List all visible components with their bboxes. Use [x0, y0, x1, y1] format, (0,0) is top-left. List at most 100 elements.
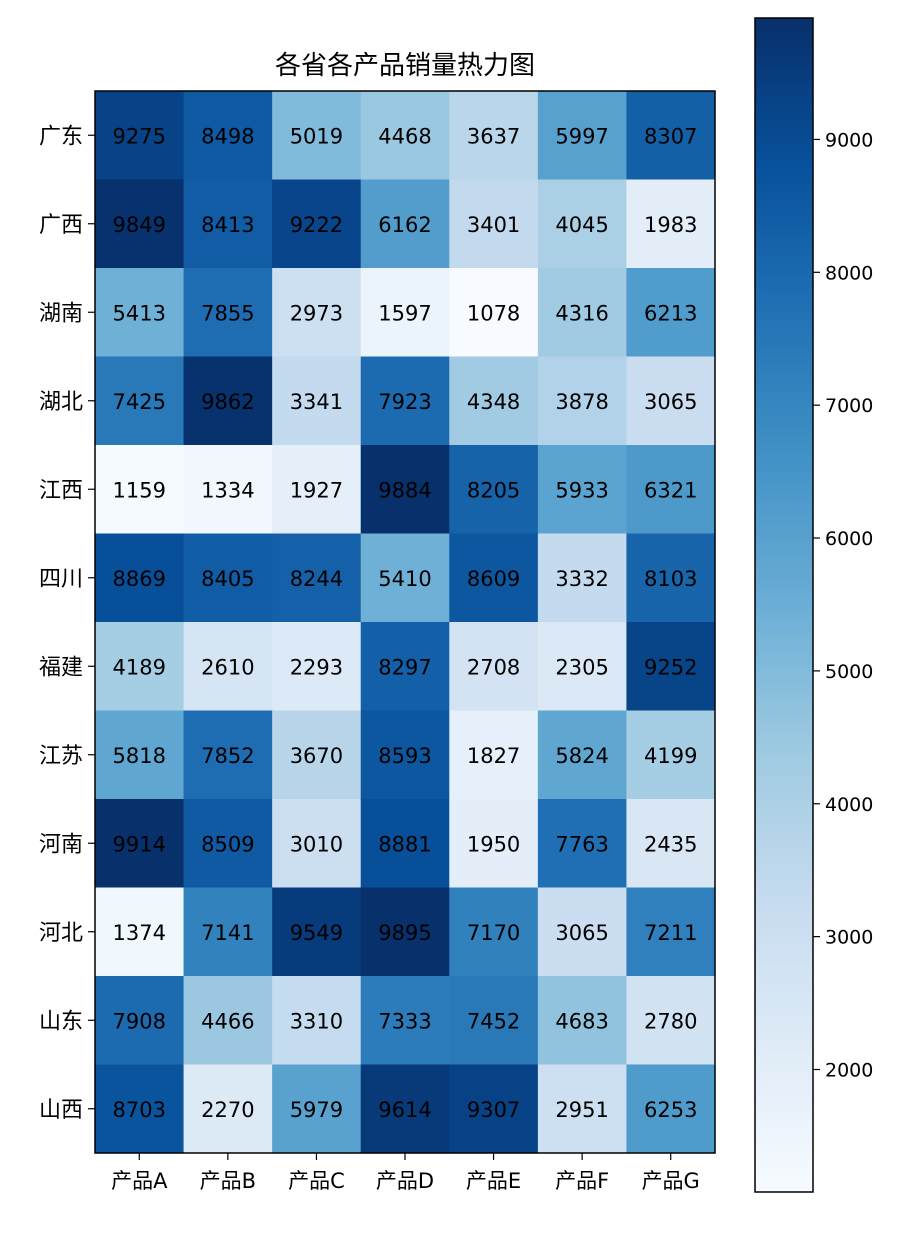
heatmap-cell — [183, 91, 273, 180]
cell-value-label: 8103 — [644, 567, 697, 591]
cell-value-label: 9862 — [201, 390, 254, 414]
cell-value-label: 6162 — [378, 213, 431, 237]
heatmap-cell — [537, 179, 627, 269]
cell-value-label: 7763 — [555, 832, 608, 856]
heatmap-cell — [360, 710, 450, 800]
x-tick-label: 产品A — [111, 1169, 168, 1193]
heatmap-cell — [360, 799, 450, 888]
heatmap-cell — [272, 976, 362, 1065]
cell-value-label: 8593 — [378, 744, 431, 768]
heatmap-cell-labels: 9275 8498 5019 4468 3637 5997 8307 9849 8413 9222… — [113, 124, 698, 1122]
cell-value-label: 8869 — [113, 567, 166, 591]
y-tick-label: 江苏 — [39, 744, 83, 769]
y-tick-label: 河北 — [39, 921, 83, 946]
colorbar-tick-label: 7000 — [825, 395, 873, 417]
y-tick-label: 江西 — [39, 478, 83, 503]
cell-value-label: 7333 — [378, 1009, 431, 1033]
heatmap-cell — [537, 710, 627, 800]
cell-value-label: 3878 — [555, 390, 608, 414]
cell-value-label: 7141 — [201, 921, 254, 945]
x-axis: 产品A 产品B 产品C 产品D 产品E 产品F 产品G — [111, 1153, 700, 1193]
heatmap-cell — [183, 356, 273, 446]
cell-value-label: 5019 — [290, 124, 343, 148]
heatmap-cell — [272, 91, 362, 180]
cell-value-label: 3637 — [467, 124, 520, 148]
cell-value-label: 3401 — [467, 213, 520, 237]
cell-value-label: 5979 — [290, 1098, 343, 1122]
cell-value-label: 4683 — [555, 1009, 608, 1033]
x-tick-label: 产品B — [200, 1169, 256, 1193]
cell-value-label: 6253 — [644, 1098, 697, 1122]
heatmap-cell — [272, 179, 362, 269]
colorbar — [754, 17, 814, 1193]
cell-value-label: 9914 — [113, 832, 166, 856]
heatmap-cell — [449, 268, 539, 357]
heatmap-cell — [183, 622, 273, 711]
cell-value-label: 9275 — [113, 124, 166, 148]
heatmap-cell — [360, 445, 450, 534]
cell-value-label: 3670 — [290, 744, 343, 768]
cell-value-label: 4045 — [555, 213, 608, 237]
cell-value-label: 1334 — [201, 478, 254, 502]
heatmap-cell — [626, 179, 716, 269]
heatmap-cell — [449, 179, 539, 269]
y-tick-label: 广西 — [39, 213, 83, 238]
x-tick-label: 产品E — [466, 1169, 521, 1193]
cell-value-label: 7852 — [201, 744, 254, 768]
chart-title: 各省各产品销量热力图 — [275, 51, 535, 81]
heatmap-cell — [537, 1064, 627, 1154]
cell-value-label: 5824 — [555, 744, 608, 768]
heatmap-cell — [272, 445, 362, 534]
heatmap-cell — [360, 91, 450, 180]
y-tick-label: 河南 — [39, 832, 83, 857]
cell-value-label: 8205 — [467, 478, 520, 502]
heatmap-cell — [537, 445, 627, 534]
cell-value-label: 7923 — [378, 390, 431, 414]
heatmap-cell — [183, 533, 273, 623]
colorbar-tick-label: 2000 — [825, 1059, 873, 1081]
cell-value-label: 9849 — [113, 213, 166, 237]
heatmap-cell — [183, 887, 273, 977]
cell-value-label: 4466 — [201, 1009, 254, 1033]
cell-value-label: 3065 — [644, 390, 697, 414]
cell-value-label: 9884 — [378, 478, 431, 502]
heatmap-cell — [95, 445, 185, 534]
heatmap-cell — [626, 445, 716, 534]
y-tick-label: 山东 — [39, 1009, 83, 1034]
cell-value-label: 9252 — [644, 655, 697, 679]
heatmap-cell — [449, 976, 539, 1065]
cell-value-label: 8609 — [467, 567, 520, 591]
cell-value-label: 5413 — [113, 301, 166, 325]
colorbar-tick-label: 5000 — [825, 661, 873, 683]
cell-value-label: 3010 — [290, 832, 343, 856]
cell-value-label: 3310 — [290, 1009, 343, 1033]
cell-value-label: 1159 — [113, 478, 166, 502]
cell-value-label: 2305 — [555, 655, 608, 679]
cell-value-label: 7855 — [201, 301, 254, 325]
heatmap-cell — [95, 91, 185, 180]
cell-value-label: 1827 — [467, 744, 520, 768]
heatmap-cell — [360, 179, 450, 269]
heatmap-cell — [95, 356, 185, 446]
cell-value-label: 8244 — [290, 567, 343, 591]
heatmap-cell — [95, 533, 185, 623]
cell-value-label: 1950 — [467, 832, 520, 856]
heatmap-cell — [272, 533, 362, 623]
heatmap-cell — [449, 533, 539, 623]
y-tick-label: 广东 — [39, 124, 83, 149]
cell-value-label: 2610 — [201, 655, 254, 679]
heatmap-cell — [626, 622, 716, 711]
cell-value-label: 9222 — [290, 213, 343, 237]
cell-value-label: 2435 — [644, 832, 697, 856]
cell-value-label: 5997 — [555, 124, 608, 148]
cell-value-label: 8405 — [201, 567, 254, 591]
heatmap-cell — [360, 976, 450, 1065]
heatmap-cell — [360, 622, 450, 711]
x-tick-label: 产品G — [642, 1169, 700, 1193]
heatmap-cell — [95, 622, 185, 711]
heatmap-cell — [626, 91, 716, 180]
cell-value-label: 4316 — [555, 301, 608, 325]
heatmap-cell — [537, 533, 627, 623]
cell-value-label: 2708 — [467, 655, 520, 679]
